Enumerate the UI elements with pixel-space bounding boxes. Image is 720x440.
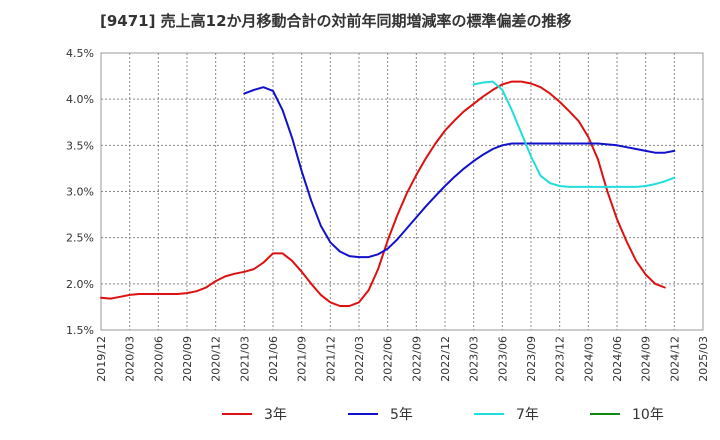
x-tick-label: 2021/06: [267, 336, 280, 382]
series-line-5年: [243, 86, 676, 259]
x-tick-label: 2022/09: [410, 336, 423, 382]
legend-label: 7年: [516, 407, 539, 423]
x-tick-label: 2023/03: [468, 336, 481, 382]
series-line-7年: [472, 80, 676, 188]
y-tick-label: 2.5%: [66, 232, 94, 245]
legend-label: 10年: [632, 407, 664, 423]
x-tick-label: 2023/06: [496, 336, 509, 382]
x-axis-tick-labels: 2019/12 2020/03 2020/06 2020/09 2020/12 2021/…: [95, 336, 710, 382]
x-tick-label: 2022/12: [439, 336, 452, 382]
x-tick-label: 2021/03: [238, 336, 251, 382]
legend-item: 10年: [590, 407, 664, 423]
legend-label: 3年: [264, 407, 287, 423]
x-tick-label: 2019/12: [95, 336, 108, 382]
x-tick-label: 2023/09: [525, 336, 538, 382]
y-axis-tick-labels: 1.5% 2.0% 2.5% 3.0% 3.5% 4.0% 4.5%: [66, 47, 94, 337]
legend: 3年 5年 7年 10年: [222, 407, 664, 423]
legend-item: 5年: [348, 407, 413, 423]
x-tick-label: 2022/03: [353, 336, 366, 382]
y-tick-label: 2.0%: [66, 278, 94, 291]
x-tick-label: 2024/09: [640, 336, 653, 382]
x-tick-label: 2023/12: [554, 336, 567, 382]
x-tick-label: 2021/09: [296, 336, 309, 382]
series-line-3年: [100, 80, 666, 307]
x-tick-label: 2024/06: [611, 336, 624, 382]
y-tick-label: 3.0%: [66, 186, 94, 199]
legend-item: 3年: [222, 407, 287, 423]
x-tick-label: 2020/12: [210, 336, 223, 382]
y-tick-label: 4.5%: [66, 47, 94, 60]
x-tick-label: 2020/09: [181, 336, 194, 382]
legend-item: 7年: [474, 407, 539, 423]
legend-label: 5年: [390, 407, 413, 423]
x-tick-label: 2024/12: [668, 336, 681, 382]
y-tick-label: 1.5%: [66, 324, 94, 337]
chart-title: [9471] 売上高12か月移動合計の対前年同期増減率の標準偏差の推移: [100, 12, 572, 30]
x-tick-label: 2025/03: [697, 336, 710, 382]
horizontal-gridlines: [101, 98, 703, 285]
y-tick-label: 3.5%: [66, 139, 94, 152]
x-tick-label: 2022/06: [382, 336, 395, 382]
x-tick-label: 2020/06: [152, 336, 165, 382]
x-tick-label: 2021/12: [324, 336, 337, 382]
y-tick-label: 4.0%: [66, 93, 94, 106]
x-tick-label: 2020/03: [124, 336, 137, 382]
x-tick-label: 2024/03: [582, 336, 595, 382]
